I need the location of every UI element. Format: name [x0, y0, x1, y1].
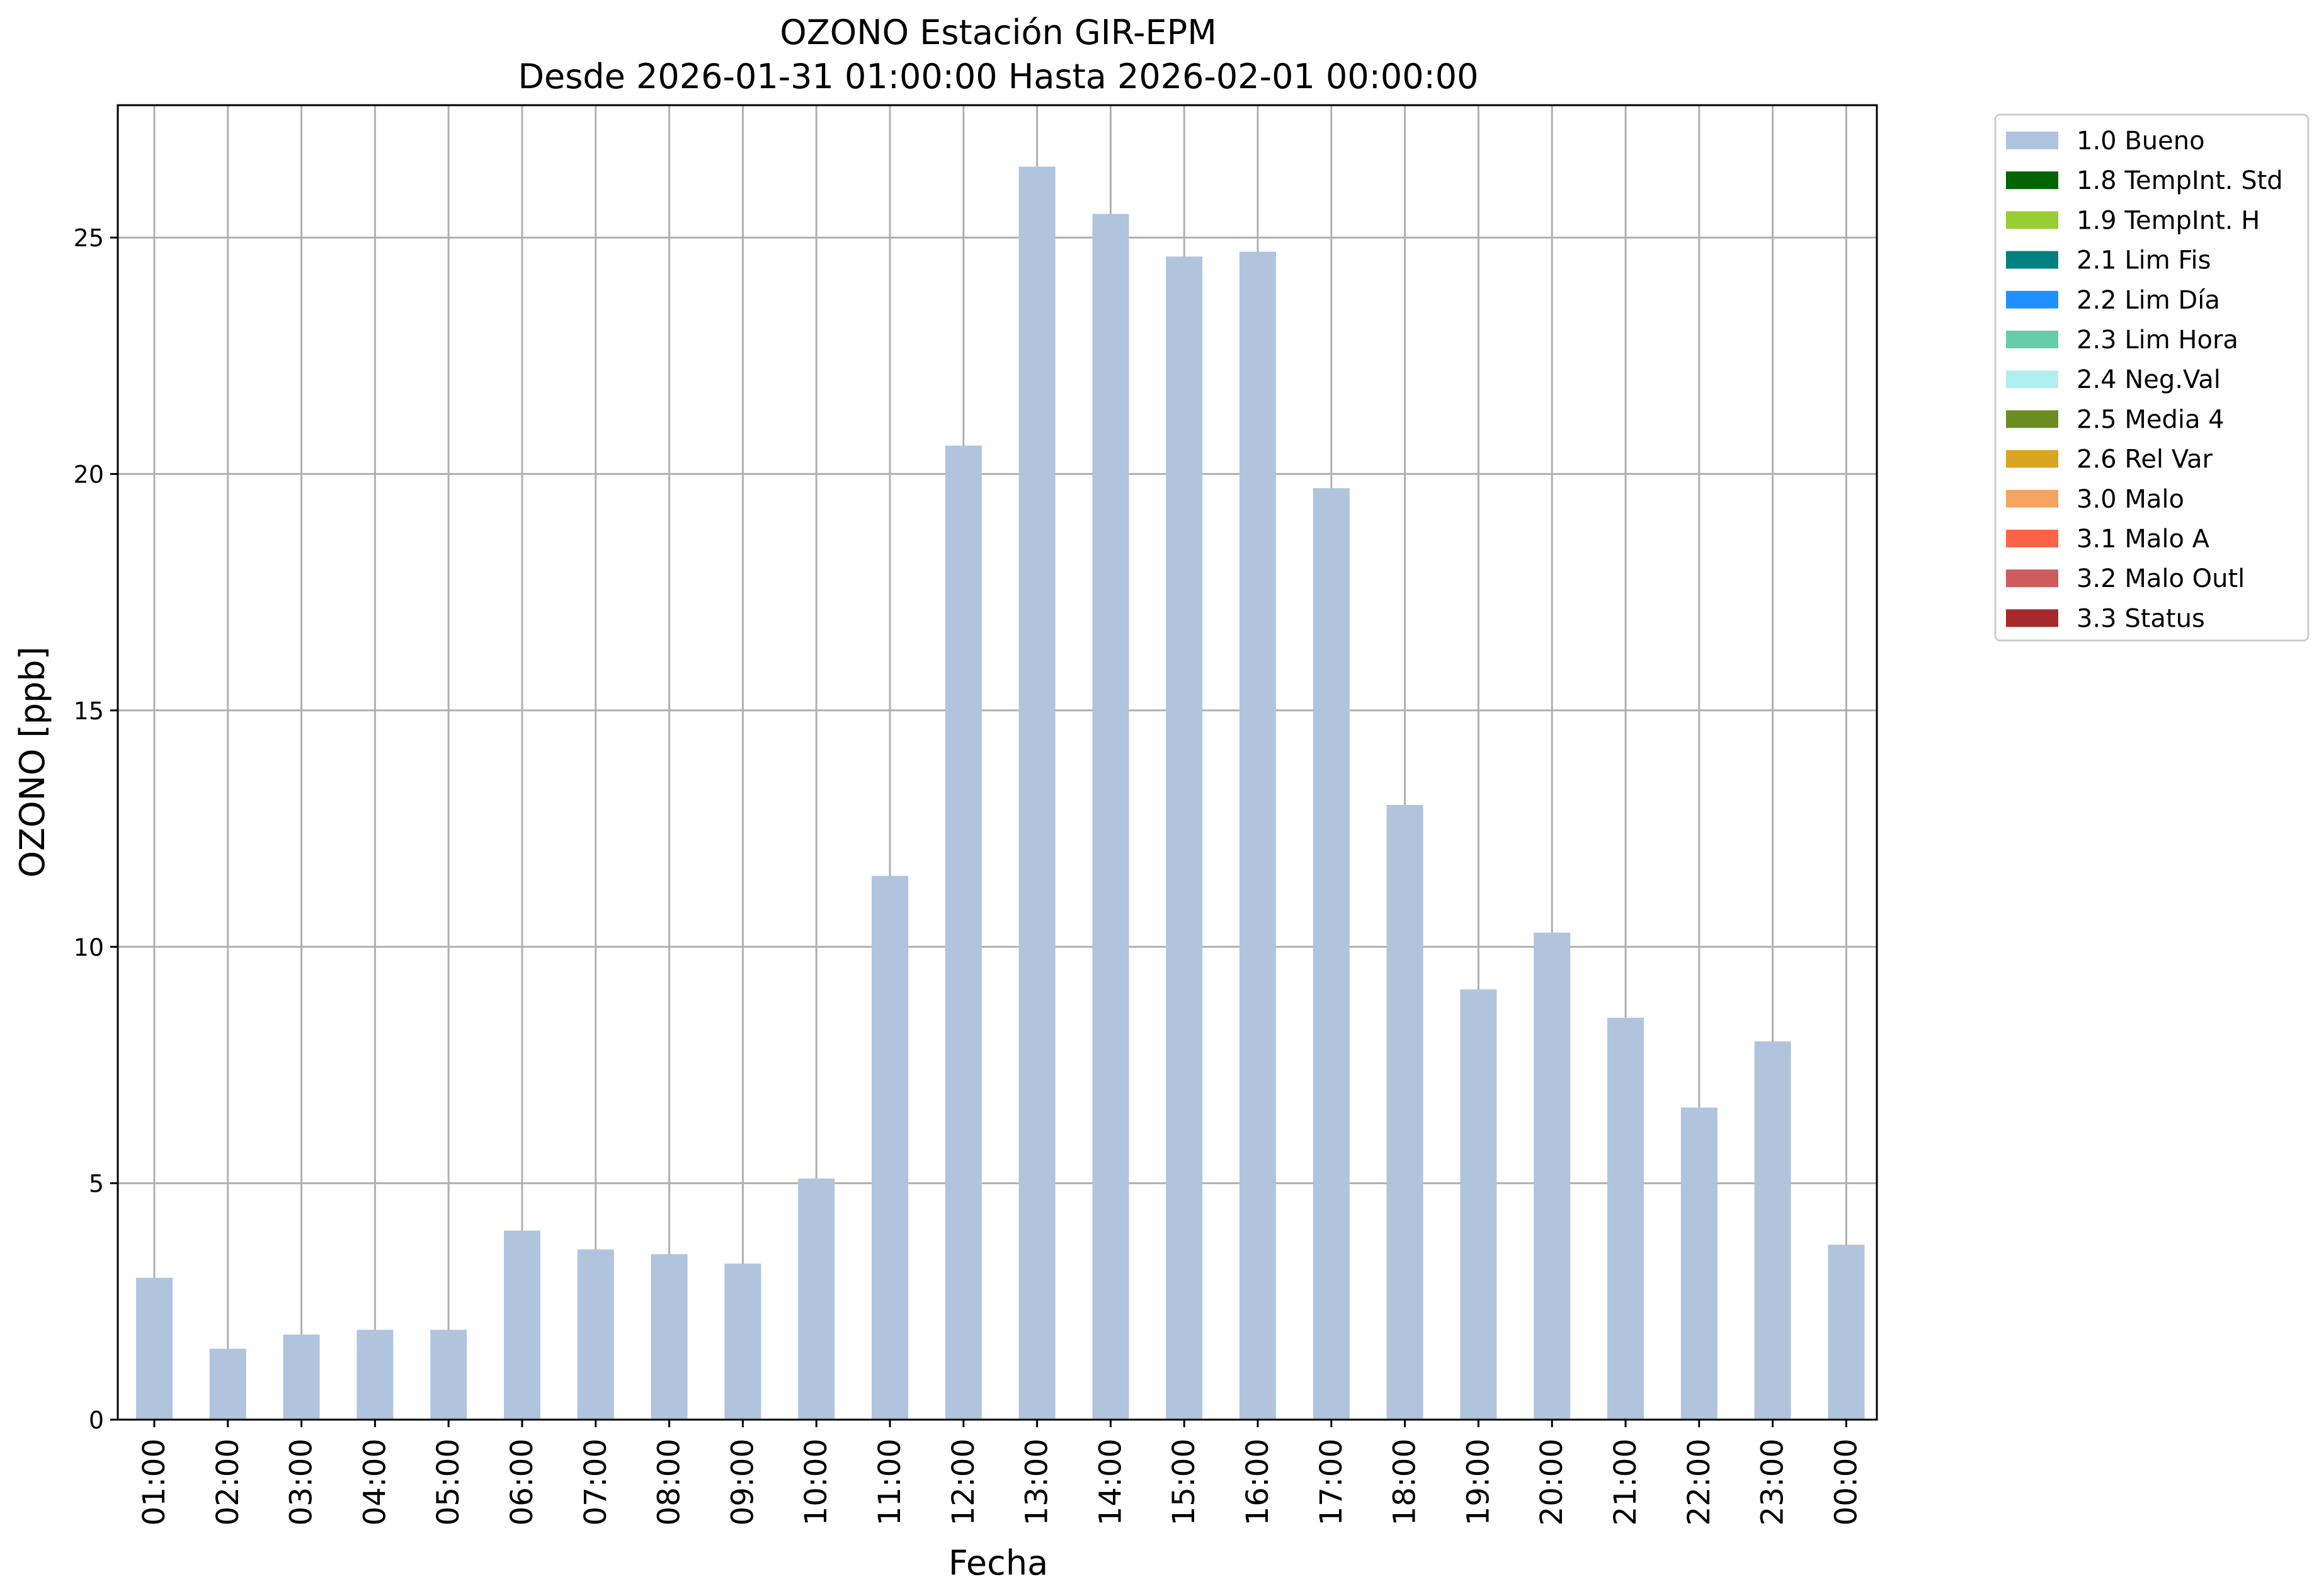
bar-03:00	[283, 1334, 320, 1420]
legend-label: 2.3 Lim Hora	[2077, 326, 2238, 355]
bar-23:00	[1754, 1041, 1791, 1420]
legend-label: 2.2 Lim Día	[2077, 286, 2220, 315]
legend-label: 2.5 Media 4	[2077, 405, 2225, 434]
x-tick-label: 00:00	[1828, 1439, 1864, 1525]
x-tick-label: 11:00	[872, 1439, 908, 1525]
legend-swatch	[2006, 609, 2058, 627]
bar-01:00	[136, 1277, 173, 1420]
x-tick-label: 19:00	[1461, 1439, 1496, 1525]
x-tick-label: 18:00	[1387, 1439, 1423, 1525]
bar-10:00	[798, 1178, 835, 1420]
legend-swatch	[2006, 331, 2058, 348]
y-axis-label: OZONO [ppb]	[13, 646, 52, 877]
y-tick-label: 20	[74, 461, 104, 489]
bar-05:00	[430, 1330, 467, 1420]
y-tick-label: 0	[89, 1406, 104, 1434]
legend-label: 3.1 Malo A	[2077, 525, 2210, 554]
legend-label: 2.4 Neg.Val	[2077, 365, 2221, 394]
legend-swatch	[2006, 410, 2058, 428]
legend-label: 1.9 TempInt. H	[2077, 206, 2260, 235]
x-tick-label: 15:00	[1166, 1439, 1202, 1525]
y-tick-label: 10	[74, 933, 104, 961]
x-tick-label: 16:00	[1240, 1439, 1275, 1525]
legend-label: 3.2 Malo Outl	[2077, 564, 2245, 593]
legend-swatch	[2006, 251, 2058, 269]
bar-02:00	[209, 1348, 246, 1420]
x-tick-label: 07:00	[578, 1439, 613, 1525]
bar-17:00	[1313, 488, 1350, 1420]
legend: 1.0 Bueno 1.8 TempInt. Std 1.9 TempInt. H 2…	[1994, 113, 2310, 642]
bar-19:00	[1460, 989, 1497, 1420]
x-tick-label: 05:00	[431, 1439, 466, 1525]
bar-14:00	[1092, 214, 1129, 1420]
legend-swatch	[2006, 370, 2058, 389]
legend-swatch	[2006, 290, 2058, 309]
x-tick-label: 03:00	[284, 1439, 319, 1525]
y-ticks: 0 5 10 15 20 25	[74, 224, 118, 1434]
legend-label: 3.3 Status	[2077, 604, 2205, 633]
legend-label: 2.1 Lim Fis	[2077, 246, 2211, 275]
x-tick-label: 23:00	[1755, 1439, 1791, 1525]
bar-13:00	[1018, 166, 1056, 1420]
plot-frame	[117, 104, 1878, 1421]
x-tick-label: 01:00	[137, 1439, 172, 1525]
bar-12:00	[945, 445, 982, 1420]
legend-label: 1.8 TempInt. Std	[2077, 166, 2283, 195]
bar-07:00	[577, 1249, 614, 1420]
bar-04:00	[356, 1330, 394, 1420]
bar-06:00	[504, 1230, 540, 1420]
x-tick-label: 06:00	[504, 1439, 540, 1525]
x-tick-label: 04:00	[357, 1439, 392, 1525]
bar-15:00	[1166, 256, 1203, 1420]
legend-swatch	[2006, 489, 2058, 508]
bars	[136, 166, 1865, 1420]
legend-swatch	[2006, 132, 2058, 149]
x-tick-label: 12:00	[946, 1439, 981, 1525]
x-tick-label: 17:00	[1314, 1439, 1349, 1525]
bar-22:00	[1680, 1107, 1718, 1420]
x-tick-label: 10:00	[799, 1439, 834, 1525]
chart-title: OZONO Estación GIR-EPM	[780, 13, 1217, 52]
x-tick-label: 22:00	[1682, 1439, 1717, 1525]
bar-11:00	[872, 875, 908, 1420]
bar-16:00	[1239, 251, 1276, 1420]
legend-label: 3.0 Malo	[2077, 485, 2184, 514]
chart-subtitle: Desde 2026-01-31 01:00:00 Hasta 2026-02-…	[518, 57, 1478, 96]
bar-18:00	[1386, 805, 1423, 1420]
legend-swatch	[2006, 211, 2058, 229]
x-tick-label: 08:00	[652, 1439, 687, 1525]
legend-label: 2.6 Rel Var	[2077, 445, 2213, 474]
legend-swatch	[2006, 569, 2058, 588]
legend-swatch	[2006, 530, 2058, 547]
x-tick-label: 02:00	[210, 1439, 246, 1525]
x-tick-label: 20:00	[1534, 1439, 1570, 1525]
x-tick-label: 13:00	[1020, 1439, 1055, 1525]
legend-frame	[1994, 113, 2310, 642]
bar-08:00	[651, 1254, 688, 1420]
x-tick-label: 21:00	[1608, 1439, 1643, 1525]
x-tick-label: 09:00	[725, 1439, 760, 1525]
bar-21:00	[1607, 1017, 1644, 1420]
legend-label: 1.0 Bueno	[2077, 127, 2205, 156]
legend-swatch	[2006, 450, 2058, 468]
bar-09:00	[724, 1263, 761, 1420]
y-tick-label: 25	[74, 224, 104, 252]
x-ticks: 01:00 02:00 03:00 04:00 05:00 06:00 07:00 08:00…	[137, 1420, 1864, 1525]
bar-20:00	[1534, 932, 1571, 1420]
bar-00:00	[1828, 1245, 1865, 1420]
legend-swatch	[2006, 171, 2058, 190]
y-tick-label: 15	[74, 697, 104, 725]
x-axis-label: Fecha	[949, 1543, 1048, 1583]
y-tick-label: 5	[89, 1170, 104, 1198]
x-tick-label: 14:00	[1093, 1439, 1128, 1525]
